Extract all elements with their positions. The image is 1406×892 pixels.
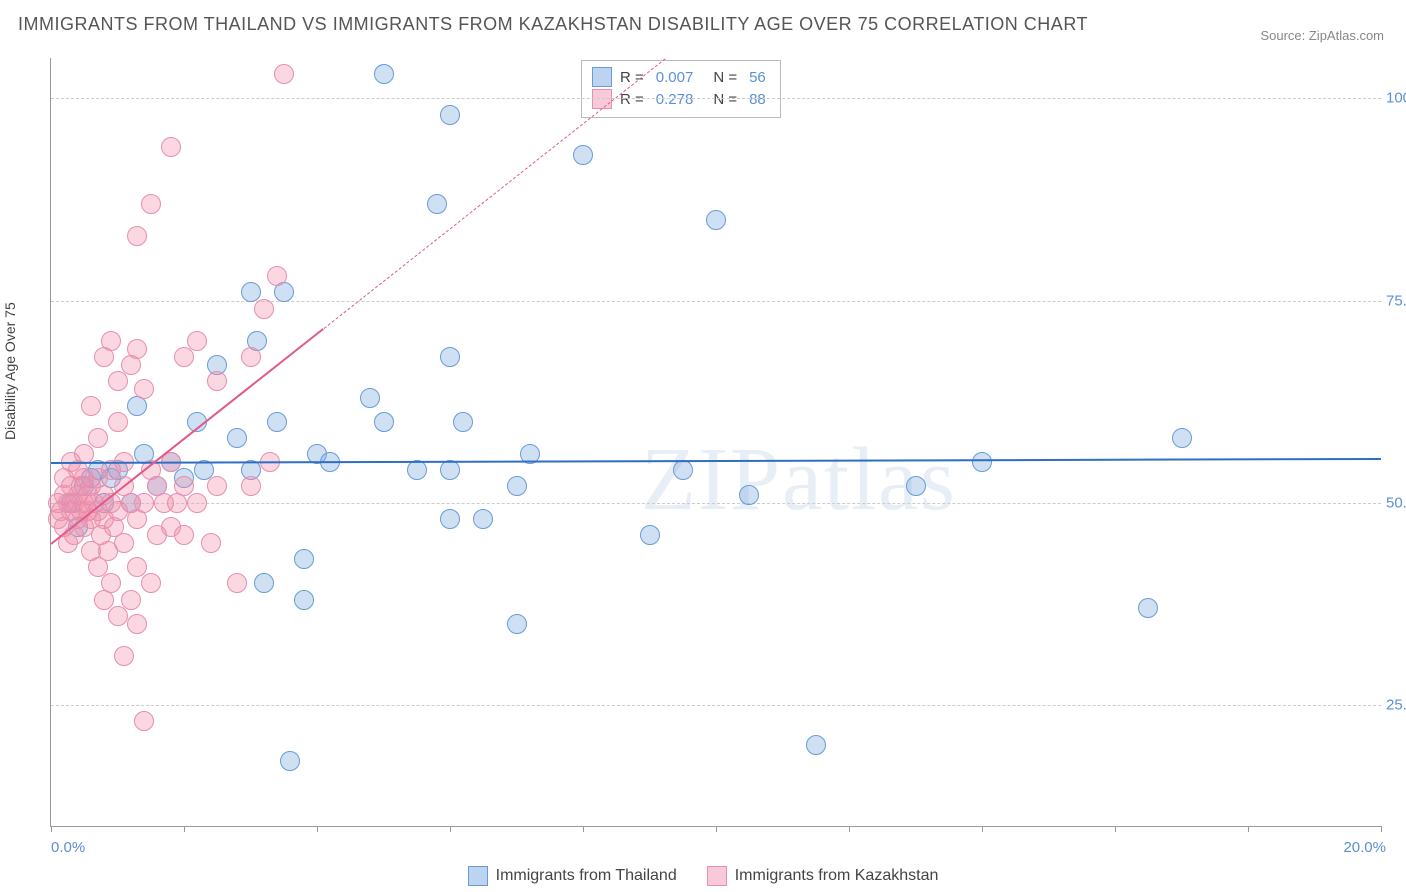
legend-swatch [592,67,612,87]
scatter-point [507,476,527,496]
scatter-point [360,388,380,408]
scatter-point [280,751,300,771]
x-tick [849,826,850,832]
x-tick [716,826,717,832]
scatter-point [294,549,314,569]
correlation-legend: R =0.007N =56R =0.278N =88 [581,60,781,118]
scatter-point [673,460,693,480]
y-axis-label: Disability Age Over 75 [2,302,18,440]
scatter-point [101,331,121,351]
y-tick-label: 100.0% [1386,90,1406,107]
scatter-point [108,412,128,432]
scatter-point [440,460,460,480]
gridline [51,503,1381,504]
legend-item: Immigrants from Kazakhstan [707,866,939,886]
scatter-point [972,452,992,472]
scatter-point [227,428,247,448]
scatter-point [201,533,221,553]
legend-item: Immigrants from Thailand [468,866,677,886]
scatter-point [427,194,447,214]
scatter-point [134,493,154,513]
legend-r-value: 0.007 [656,69,694,86]
scatter-point [174,525,194,545]
gridline [51,705,1381,706]
scatter-point [274,64,294,84]
scatter-point [121,590,141,610]
series-legend: Immigrants from Thailand Immigrants from … [0,866,1406,886]
scatter-point [241,476,261,496]
scatter-point [114,646,134,666]
scatter-point [374,412,394,432]
scatter-point [706,210,726,230]
scatter-point [507,614,527,634]
scatter-point [88,428,108,448]
scatter-point [101,573,121,593]
legend-swatch [468,866,488,886]
scatter-point [207,371,227,391]
x-tick [1115,826,1116,832]
scatter-point [407,460,427,480]
source-label: Source: ZipAtlas.com [1260,28,1384,43]
scatter-point [187,493,207,513]
chart-plot-area: ZIPatlas R =0.007N =56R =0.278N =88 25.0… [50,58,1381,827]
x-tick [1381,826,1382,832]
scatter-point [127,614,147,634]
scatter-point [640,525,660,545]
scatter-point [294,590,314,610]
x-tick [51,826,52,832]
legend-n-value: 56 [749,69,766,86]
scatter-point [374,64,394,84]
scatter-point [141,573,161,593]
scatter-point [739,485,759,505]
scatter-point [267,412,287,432]
x-tick [1248,826,1249,832]
y-tick-label: 25.0% [1386,696,1406,713]
scatter-point [81,396,101,416]
trend-line [51,458,1381,464]
scatter-point [440,347,460,367]
scatter-point [473,509,493,529]
x-tick [450,826,451,832]
scatter-point [1172,428,1192,448]
scatter-point [108,606,128,626]
x-tick-label: 20.0% [1343,839,1386,856]
scatter-point [161,137,181,157]
scatter-point [254,573,274,593]
scatter-point [440,509,460,529]
scatter-point [114,533,134,553]
scatter-point [127,339,147,359]
scatter-point [174,347,194,367]
scatter-point [127,226,147,246]
scatter-point [227,573,247,593]
scatter-point [267,266,287,286]
page-title: IMMIGRANTS FROM THAILAND VS IMMIGRANTS F… [18,14,1088,35]
scatter-point [806,735,826,755]
legend-swatch [707,866,727,886]
scatter-point [1138,598,1158,618]
x-tick [317,826,318,832]
x-tick-label: 0.0% [51,839,85,856]
scatter-point [108,371,128,391]
scatter-point [453,412,473,432]
x-tick [583,826,584,832]
scatter-point [134,379,154,399]
y-tick-label: 50.0% [1386,494,1406,511]
scatter-point [254,299,274,319]
legend-series-name: Immigrants from Kazakhstan [735,867,939,885]
legend-n-label: N = [713,69,737,86]
scatter-point [573,145,593,165]
scatter-point [440,105,460,125]
scatter-point [141,194,161,214]
x-tick [184,826,185,832]
scatter-point [207,476,227,496]
legend-series-name: Immigrants from Thailand [496,867,677,885]
legend-row: R =0.007N =56 [592,67,766,87]
y-tick-label: 75.0% [1386,292,1406,309]
gridline [51,98,1381,99]
scatter-point [241,347,261,367]
scatter-point [187,331,207,351]
scatter-point [134,711,154,731]
x-tick [982,826,983,832]
scatter-point [906,476,926,496]
